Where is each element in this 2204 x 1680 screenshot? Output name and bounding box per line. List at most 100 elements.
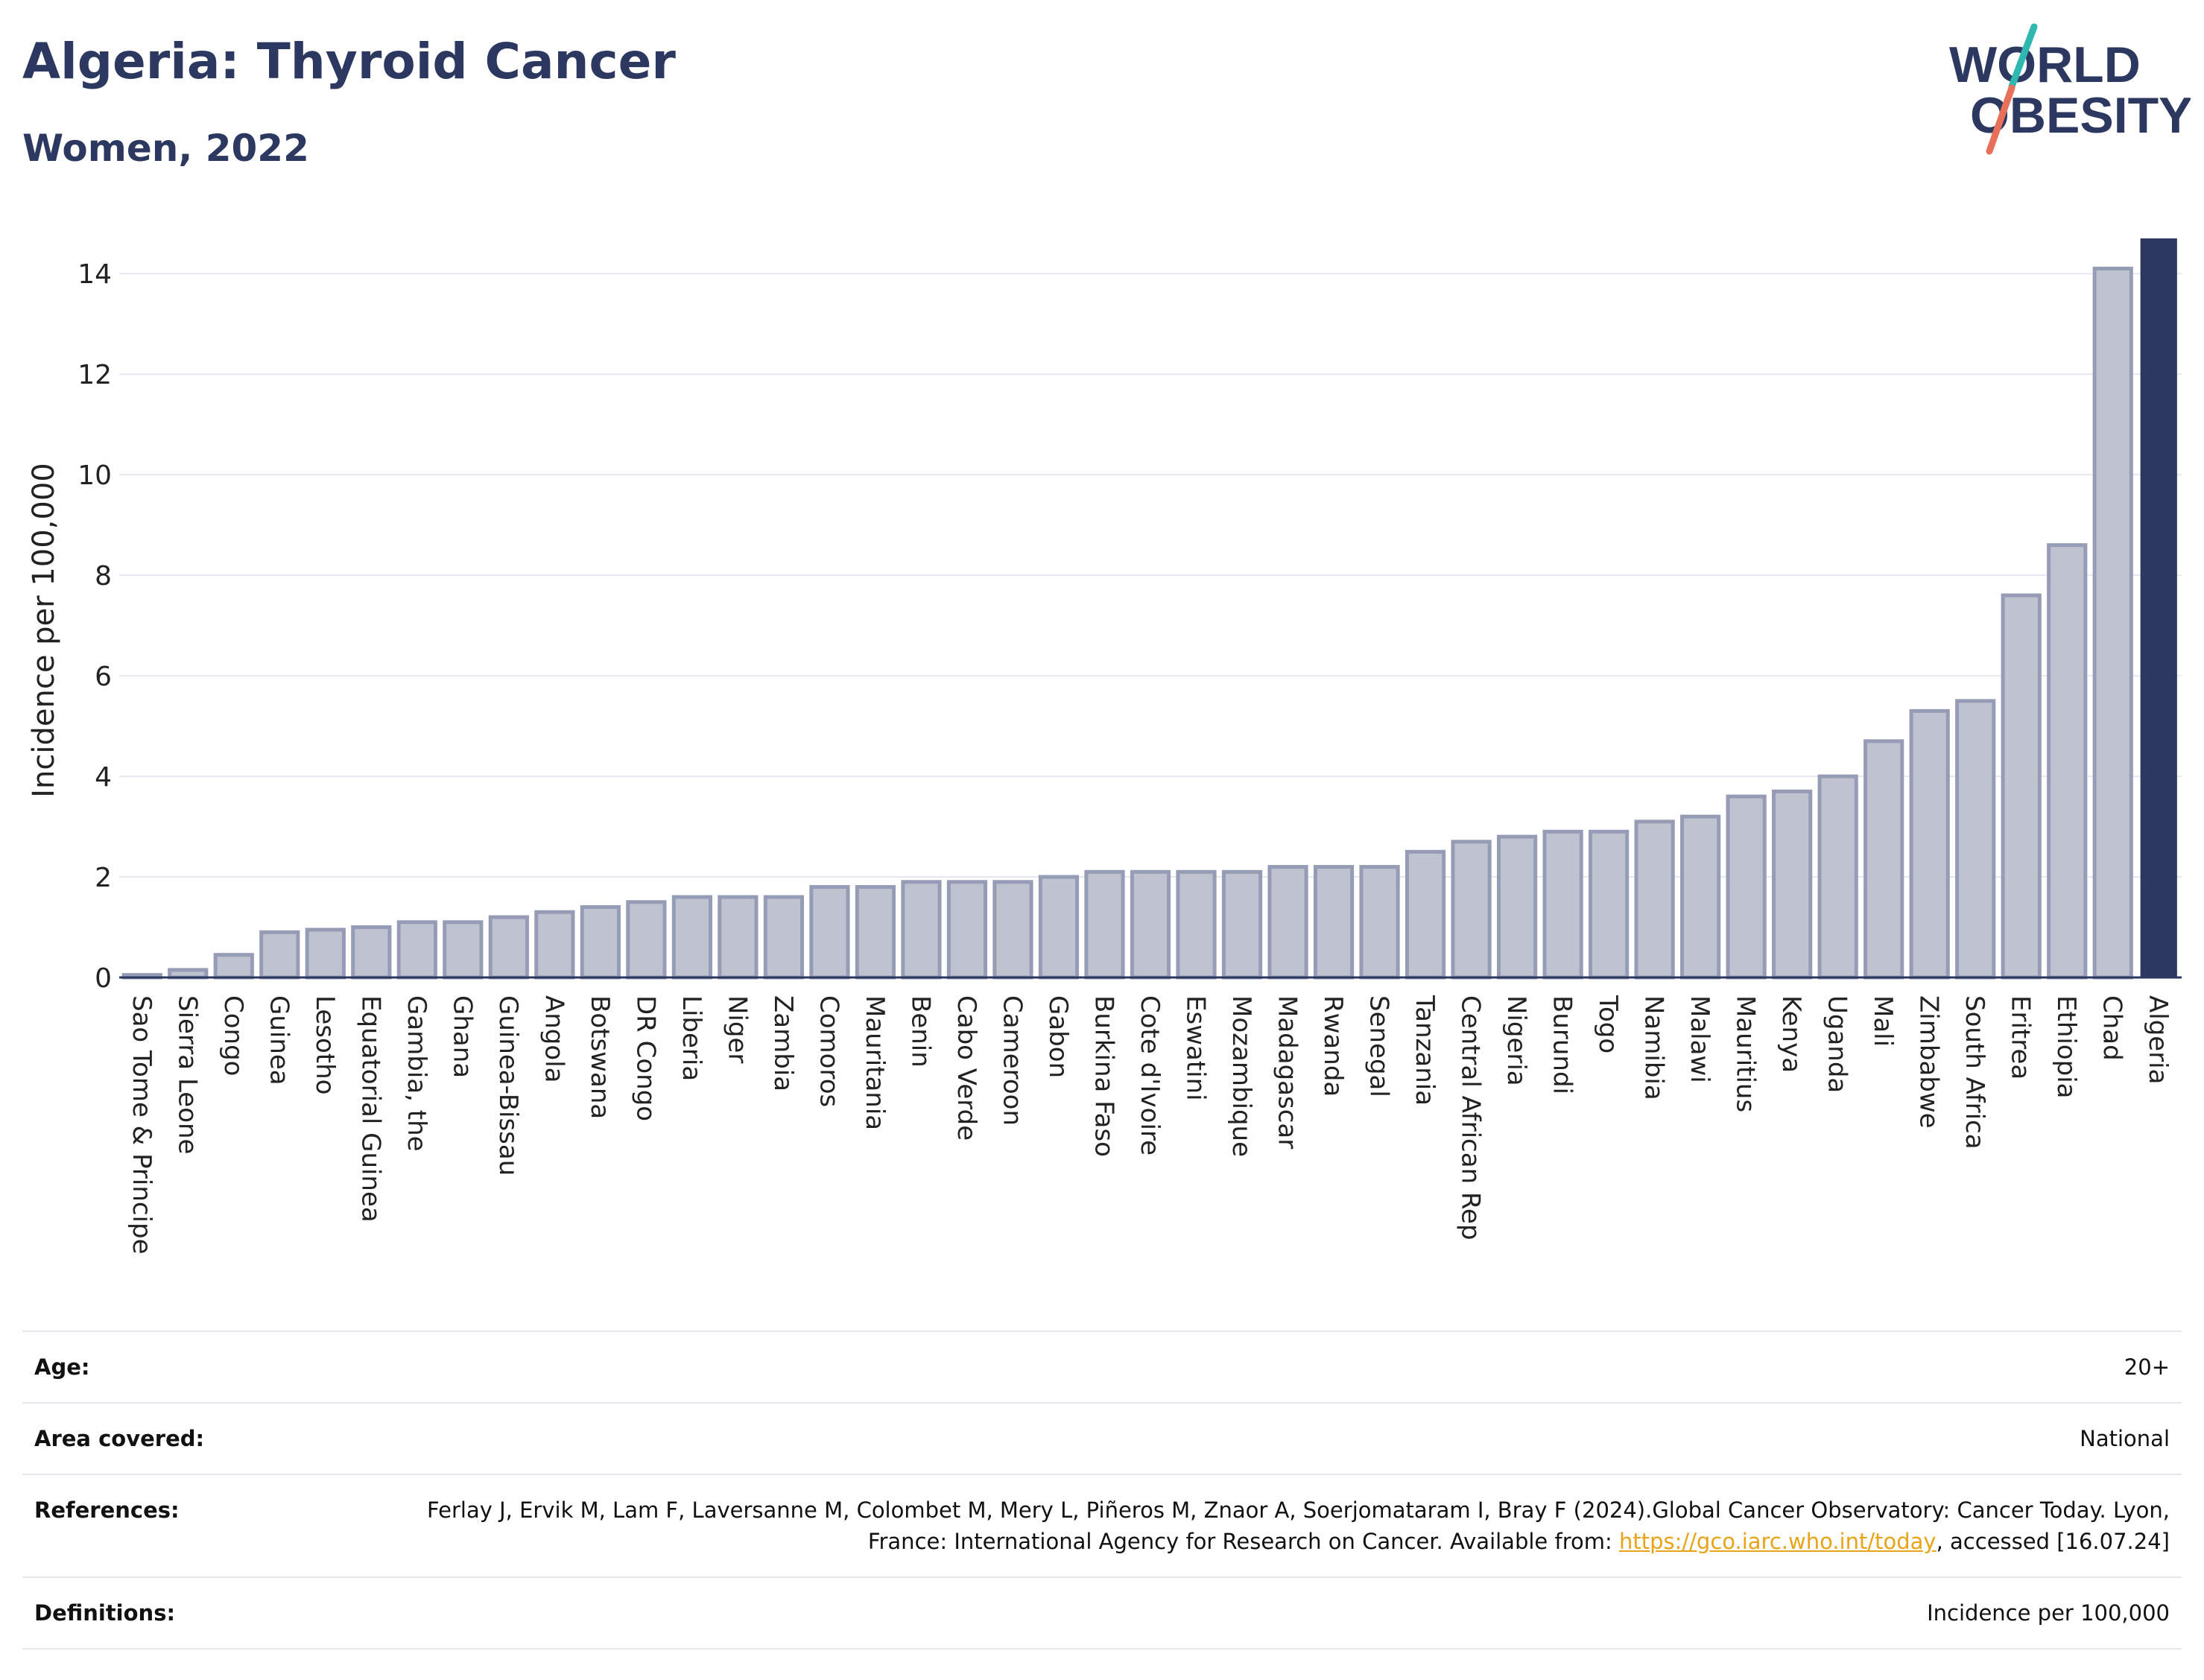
page-title: Algeria: Thyroid Cancer — [22, 33, 676, 90]
x-tick-label: Gambia, the — [402, 995, 431, 1152]
bar — [1589, 829, 1630, 980]
x-tick-label: Angola — [539, 995, 569, 1083]
bar — [718, 895, 759, 980]
x-tick-label: Botswana — [585, 995, 615, 1119]
x-tick-label: Togo — [1593, 995, 1623, 1053]
y-tick-label: 8 — [95, 561, 112, 592]
logo-text-world: WORLD — [1949, 37, 2141, 93]
x-tick-label: Cabo Verde — [951, 995, 981, 1141]
references-link[interactable]: https://gco.iarc.who.int/today — [1618, 1529, 1937, 1555]
bar-chart: 0 2 4 6 8 10 12 14 Incidence per 100,000 Sao Tome… — [27, 238, 2182, 1255]
info-row-area: Area covered: National — [22, 1403, 2182, 1474]
y-tick-label: 4 — [95, 762, 112, 793]
bar — [1359, 865, 1400, 980]
bar — [946, 880, 988, 980]
x-tick-label: Liberia — [677, 995, 706, 1081]
y-tick-label: 10 — [77, 460, 112, 491]
x-tick-label: Ghana — [447, 995, 477, 1078]
x-tick-label: Guinea-Bissau — [493, 995, 523, 1176]
info-row-definitions: Definitions: Incidence per 100,000 — [22, 1577, 2182, 1649]
bar — [2047, 543, 2088, 980]
bar — [1038, 875, 1080, 980]
x-tick-label: Zimbabwe — [1914, 995, 1944, 1129]
bar — [2092, 266, 2133, 980]
y-tick-label: 12 — [77, 360, 112, 390]
x-tick-label: Namibia — [1639, 995, 1669, 1100]
x-tick-label: Kenya — [1776, 995, 1806, 1073]
bar — [992, 880, 1033, 980]
bar — [1176, 869, 1217, 980]
x-tick-label: Mali — [1868, 995, 1898, 1047]
bar — [1863, 739, 1904, 980]
x-tick-label: Chad — [2097, 995, 2127, 1061]
references-text: Ferlay J, Ervik M, Lam F, Laversanne M, … — [427, 1497, 2170, 1555]
references-accessed: , accessed [16.07.24] — [1936, 1529, 2170, 1555]
bar — [1496, 834, 1538, 980]
bar — [1451, 840, 1492, 980]
bar — [1267, 865, 1308, 980]
x-tick-label: Madagascar — [1273, 995, 1302, 1149]
bar — [763, 895, 805, 980]
x-tick-label: Lesotho — [310, 995, 340, 1094]
bar — [2140, 238, 2177, 977]
info-value-references: Ferlay J, Ervik M, Lam F, Laversanne M, … — [344, 1474, 2182, 1577]
bar — [1772, 789, 1813, 980]
info-value-age: 20+ — [2124, 1354, 2170, 1380]
x-tick-label: Equatorial Guinea — [355, 995, 385, 1223]
bar — [1542, 829, 1583, 980]
y-tick-label: 6 — [95, 662, 112, 692]
x-tick-label: DR Congo — [630, 995, 660, 1121]
bar — [1909, 709, 1950, 980]
x-tick-label: Mauritius — [1731, 995, 1761, 1112]
x-tick-label: Comoros — [814, 995, 843, 1107]
bar — [1130, 869, 1171, 980]
x-tick-label: Senegal — [1364, 995, 1394, 1097]
info-label-age: Age: — [34, 1354, 90, 1380]
x-tick-label: Zambia — [768, 995, 798, 1091]
bar — [1817, 774, 1858, 980]
info-label-references: References: — [34, 1497, 180, 1524]
y-tick-label: 14 — [77, 259, 112, 290]
bar — [259, 930, 300, 980]
bar — [168, 968, 209, 980]
x-tick-label: Guinea — [264, 995, 294, 1085]
bar — [855, 885, 896, 980]
x-tick-label: Central African Rep — [1456, 995, 1486, 1240]
info-table: Age: 20+ Area covered: National Referenc… — [22, 1331, 2182, 1649]
bar — [213, 953, 254, 980]
info-label-area: Area covered: — [34, 1426, 205, 1452]
page-subtitle: Women, 2022 — [22, 127, 309, 170]
x-tick-label: Burkina Faso — [1089, 995, 1118, 1157]
bar — [1680, 814, 1721, 980]
x-tick-label: Nigeria — [1501, 995, 1531, 1086]
x-tick-label: Mozambique — [1226, 995, 1256, 1157]
bar — [396, 920, 437, 980]
bar — [443, 920, 484, 980]
x-tick-label: Eswatini — [1181, 995, 1211, 1101]
bar — [2001, 593, 2042, 980]
bar — [580, 905, 621, 980]
bar — [1955, 699, 1996, 980]
x-tick-label: Benin — [905, 995, 935, 1068]
y-tick-label: 0 — [95, 963, 112, 994]
logo-slash-top — [2008, 23, 2038, 90]
x-tick-label: Malawi — [1685, 995, 1714, 1083]
bar — [351, 925, 392, 980]
bar — [809, 885, 850, 980]
info-label-definitions: Definitions: — [34, 1600, 176, 1626]
bar — [488, 915, 529, 980]
info-value-definitions: Incidence per 100,000 — [1927, 1600, 2170, 1626]
info-row-age: Age: 20+ — [22, 1331, 2182, 1403]
x-tick-label: Rwanda — [1318, 995, 1348, 1097]
world-obesity-logo: WORLD OBESITY — [1949, 23, 2191, 155]
bar — [671, 895, 712, 980]
x-tick-label: Niger — [722, 995, 752, 1063]
bar — [1084, 869, 1125, 980]
bar — [626, 900, 667, 980]
bar — [1221, 869, 1263, 980]
y-tick-label: 2 — [95, 863, 112, 893]
info-row-references: References: Ferlay J, Ervik M, Lam F, La… — [22, 1474, 2182, 1577]
bar — [1634, 820, 1675, 980]
info-value-area: National — [2080, 1426, 2170, 1452]
x-tick-label: Gabon — [1043, 995, 1073, 1078]
